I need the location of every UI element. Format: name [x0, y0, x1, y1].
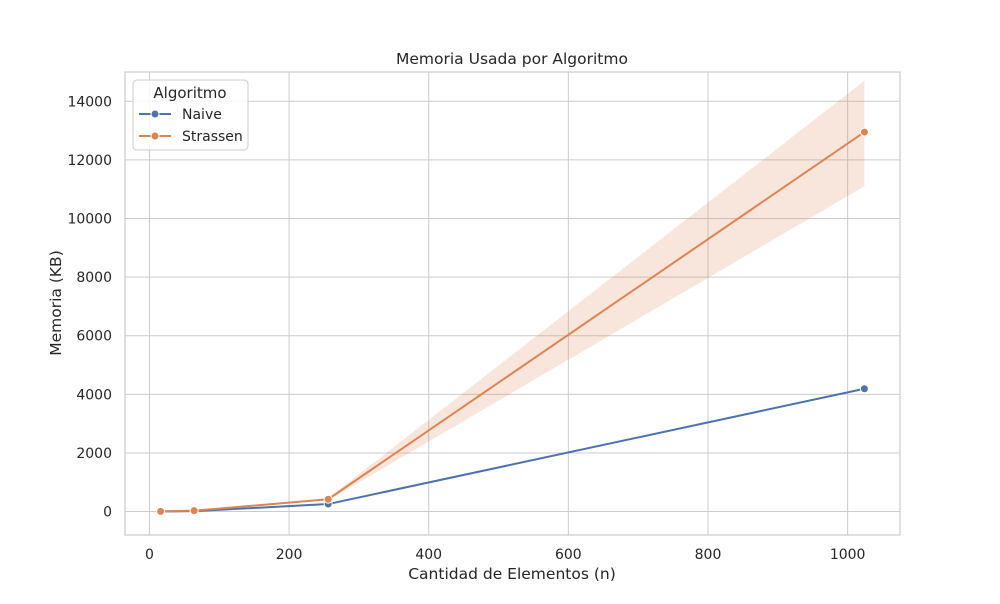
tick-labels: 0 200 400 600 800 100002000400060008000100001…	[67, 94, 865, 563]
plot-frame	[124, 71, 901, 536]
legend-naive-label: Naive	[182, 107, 222, 123]
strassen-data-point	[859, 127, 869, 137]
y-tick-label: 10000	[67, 212, 112, 228]
x-tick-label: 400	[415, 547, 442, 563]
chart-title: Memoria Usada por Algoritmo	[396, 50, 628, 68]
y-tick-label: 0	[103, 505, 112, 521]
y-tick-label: 8000	[76, 270, 112, 286]
legend-box	[132, 79, 249, 151]
naive-data-point	[859, 384, 869, 394]
strassen-data-point	[323, 494, 333, 504]
legend-entries: Naive Strassen	[139, 107, 243, 145]
x-axis-label: Cantidad de Elementos (n)	[408, 565, 616, 583]
x-tick-label: 1000	[830, 547, 866, 563]
y-axis-label: Memoria (KB)	[47, 250, 65, 356]
x-tick-label: 600	[555, 547, 582, 563]
x-tick-label: 800	[695, 547, 722, 563]
legend-strassen-marker	[150, 131, 160, 141]
x-tick-label: 200	[276, 547, 303, 563]
series-markers	[156, 127, 869, 516]
legend-strassen-label: Strassen	[182, 129, 243, 145]
y-tick-label: 6000	[76, 329, 112, 345]
legend-naive-marker	[150, 109, 160, 119]
series-lines	[160, 131, 865, 513]
y-tick-label: 4000	[76, 387, 112, 403]
strassen-data-point	[156, 506, 166, 516]
strassen-series-line	[160, 131, 865, 513]
grid	[125, 72, 900, 535]
x-tick-label: 0	[145, 547, 154, 563]
y-tick-label: 12000	[67, 153, 112, 169]
strassen-data-point	[189, 506, 199, 516]
y-tick-label: 14000	[67, 94, 112, 110]
y-tick-label: 2000	[76, 446, 112, 462]
legend-title: Algoritmo	[153, 84, 226, 102]
legend: Algoritmo Naive Strassen	[132, 79, 249, 151]
